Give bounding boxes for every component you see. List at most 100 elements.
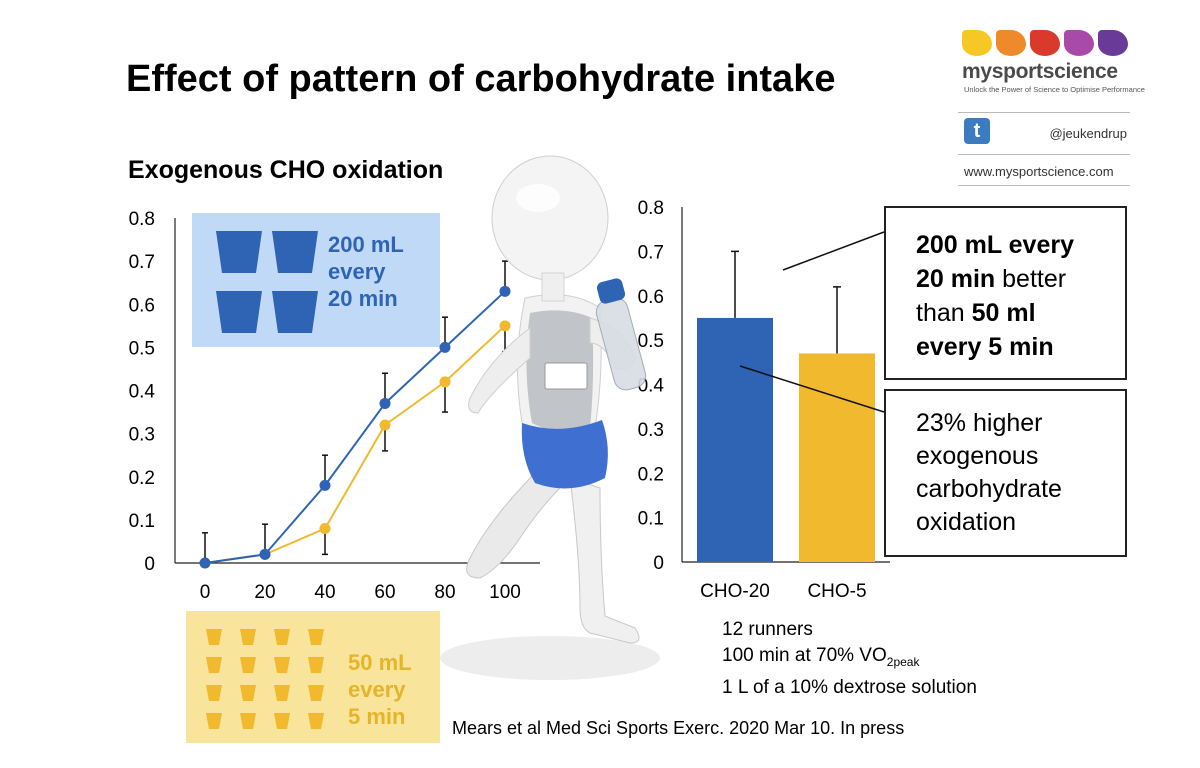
data-point	[259, 548, 271, 560]
cup-icon	[240, 657, 256, 673]
study-line2: 100 min at 70% VO2peak	[722, 643, 977, 675]
callout1-part2: 20 min	[916, 265, 996, 293]
bar-y-tick-label: 0.6	[638, 287, 664, 308]
brand-logo: mysportscience Unlock the Power of Scien…	[958, 30, 1145, 190]
study-line3: 1 L of a 10% dextrose solution	[722, 676, 977, 698]
data-point	[499, 285, 511, 297]
y-tick-label: 0	[144, 554, 155, 575]
callout-conclusion: 200 mL every 20 min better than 50 ml ev…	[884, 206, 1127, 380]
cup-icon	[274, 713, 290, 729]
data-point	[499, 320, 511, 332]
logo-divider	[958, 154, 1130, 155]
callout1-part3: better	[995, 265, 1067, 293]
callout-result: 23% higher exogenous carbohydrate oxidat…	[884, 389, 1127, 557]
y-tick-label: 0.7	[129, 252, 155, 273]
bar-y-tick-label: 0.7	[638, 242, 664, 263]
logo-drop-orange	[996, 30, 1026, 56]
cup-icon	[274, 657, 290, 673]
cup-icon	[240, 629, 256, 645]
twitter-icon[interactable]: t	[964, 118, 990, 144]
page-title: Effect of pattern of carbohydrate intake	[126, 58, 836, 100]
legend-cho20-line2: every	[328, 259, 386, 284]
line-chart: 0 0.1 0.2 0.3 0.4 0.5 0.6 0.7 0.8 0 20 40 60 80 100	[129, 209, 540, 603]
chart-subtitle: Exogenous CHO oxidation	[128, 156, 444, 184]
data-point	[379, 419, 391, 431]
x-tick-label: 80	[434, 582, 455, 603]
study-line1: 12 runners	[722, 619, 813, 640]
cup-icon	[308, 629, 324, 645]
legend-cho20: 200 mL every 20 min	[192, 213, 440, 347]
callout2-pointer	[739, 365, 885, 413]
cup-icon	[308, 713, 324, 729]
bar-category-label: CHO-5	[807, 581, 866, 602]
x-tick-label: 40	[314, 582, 335, 603]
legend-cho5-line2: every	[348, 677, 406, 702]
cup-icon	[206, 629, 222, 645]
legend-cho20-line1: 200 mL	[328, 232, 404, 257]
y-tick-label: 0.6	[129, 295, 155, 316]
bar-category-label: CHO-20	[700, 581, 770, 602]
study-line2-sub: 2peak	[886, 654, 920, 669]
logo-divider	[958, 112, 1130, 113]
legend-cho20-line3: 20 min	[328, 286, 398, 311]
cup-icon	[240, 685, 256, 701]
cup-icon	[272, 231, 318, 273]
cup-icon	[308, 685, 324, 701]
twitter-handle[interactable]: @jeukendrup	[1049, 126, 1127, 141]
data-point	[319, 479, 331, 491]
x-tick-label: 100	[489, 582, 521, 603]
bar-y-tick-label: 0.8	[638, 198, 664, 219]
y-tick-label: 0.5	[129, 338, 155, 359]
x-tick-label: 0	[200, 582, 211, 603]
legend-cho5-line3: 5 min	[348, 704, 406, 729]
study-line2-prefix: 100 min at 70% VO	[722, 645, 887, 666]
legend-cho5: 50 mL every 5 min	[186, 611, 440, 743]
bar-cho-5	[799, 353, 875, 562]
x-tick-label: 60	[374, 582, 395, 603]
study-details: 12 runners 100 min at 70% VO2peak 1 L of…	[722, 617, 977, 701]
bar-y-tick-label: 0.3	[638, 420, 664, 441]
callout1-part1: 200 mL every	[916, 231, 1074, 259]
cup-icon	[216, 291, 262, 333]
logo-drop-magenta	[1064, 30, 1094, 56]
callout2-line4: oxidation	[916, 508, 1017, 536]
logo-drops	[962, 30, 1133, 56]
cup-icon	[206, 685, 222, 701]
legend-cho5-line1: 50 mL	[348, 650, 412, 675]
y-tick-label: 0.4	[129, 382, 156, 403]
logo-drop-purple	[1098, 30, 1128, 56]
citation: Mears et al Med Sci Sports Exerc. 2020 M…	[452, 718, 905, 738]
cup-icon	[308, 657, 324, 673]
series-line-cho-20	[204, 290, 506, 564]
logo-drop-red	[1030, 30, 1060, 56]
x-tick-label: 20	[254, 582, 275, 603]
bar-y-tick-label: 0.2	[638, 464, 664, 485]
y-tick-label: 0.2	[129, 468, 155, 489]
logo-drop-yellow	[962, 30, 992, 56]
data-point	[319, 523, 331, 534]
runner-figure-illustration	[440, 155, 660, 680]
data-point	[439, 341, 451, 353]
cup-icon	[272, 291, 318, 333]
bar-cho-20	[697, 317, 773, 562]
callout2-line1: 23% higher	[916, 409, 1043, 437]
cup-icon	[216, 231, 262, 273]
bar-y-tick-label: 0.5	[638, 331, 664, 352]
bar-y-tick-label: 0.1	[638, 509, 664, 530]
callout1-part6: every 5 min	[916, 333, 1054, 361]
logo-tagline: Unlock the Power of Science to Optimise …	[964, 85, 1145, 94]
legend-cho20-text: 200 mL every 20 min	[328, 231, 404, 312]
cup-icon	[274, 685, 290, 701]
callout1-part5: 50 ml	[971, 299, 1036, 327]
cup-icon	[206, 713, 222, 729]
data-point	[199, 557, 211, 569]
y-tick-label: 0.3	[129, 425, 155, 446]
callout1-part4: than	[916, 299, 972, 327]
cup-icon	[206, 657, 222, 673]
logo-divider	[958, 185, 1130, 186]
website-link[interactable]: www.mysportscience.com	[964, 164, 1114, 179]
logo-name: mysportscience	[962, 60, 1118, 83]
y-tick-label: 0.8	[129, 209, 155, 230]
callout2-line3: carbohydrate	[916, 475, 1062, 503]
